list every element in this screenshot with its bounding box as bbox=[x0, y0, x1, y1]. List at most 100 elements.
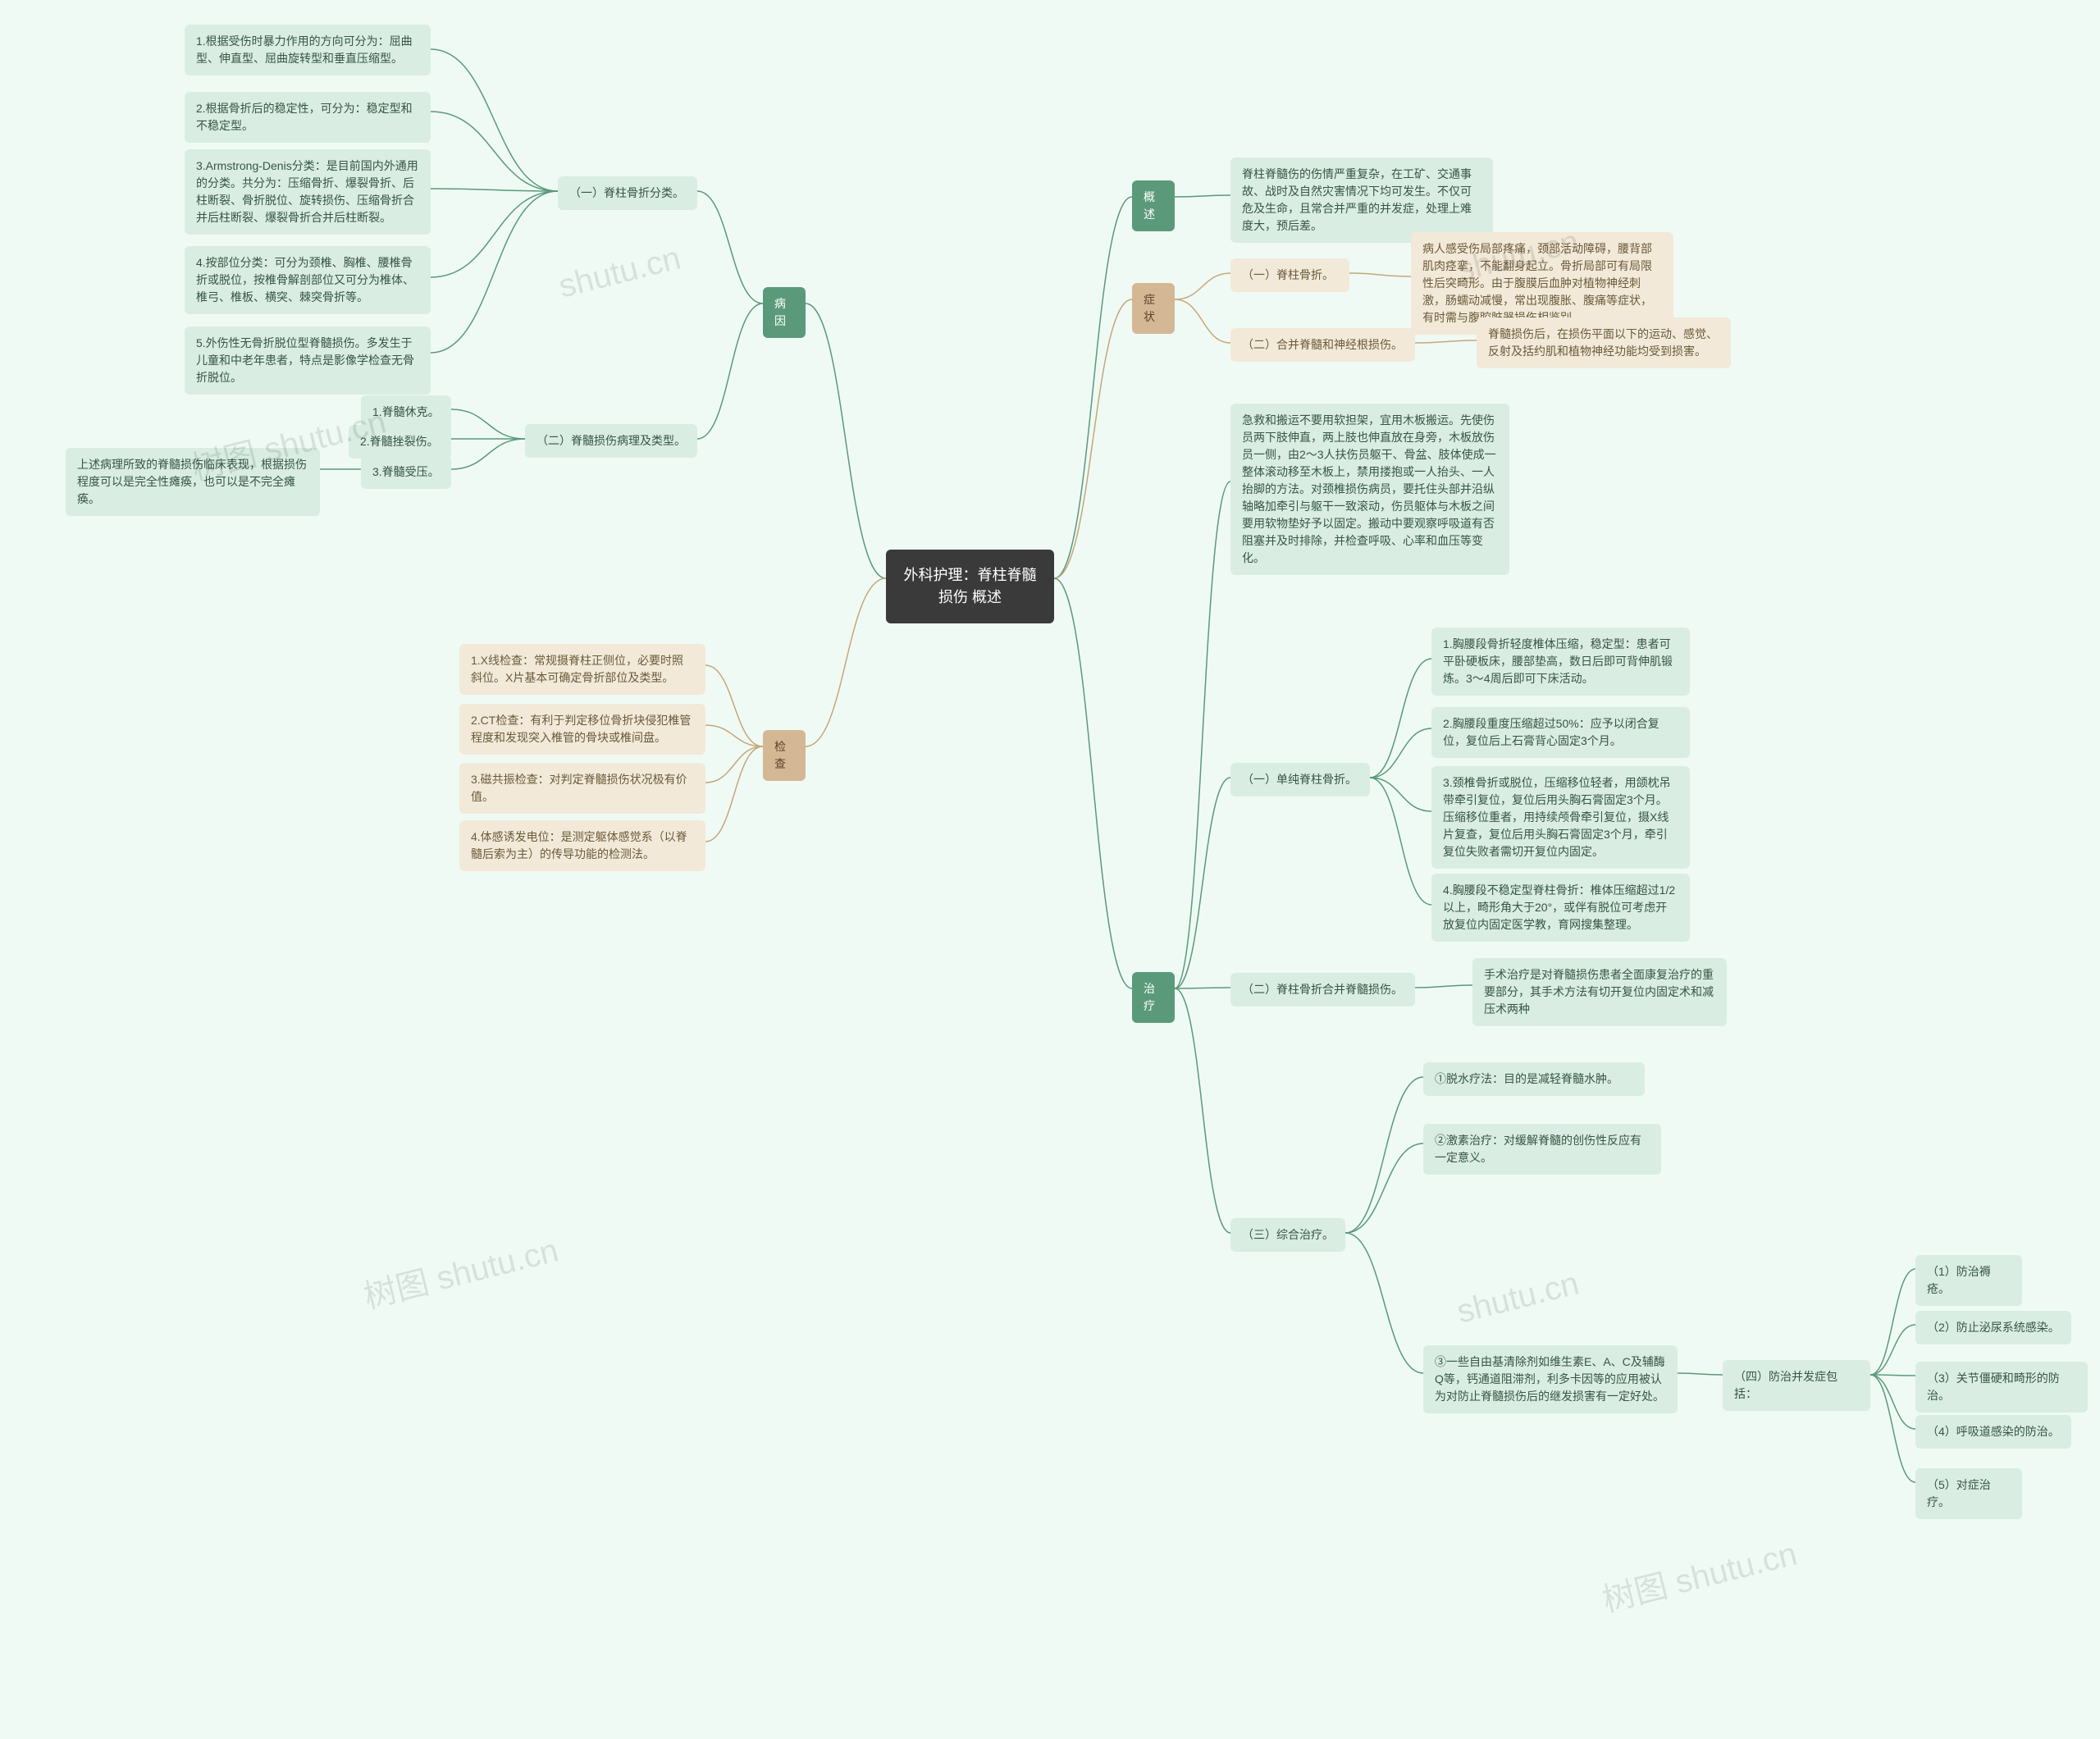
node-t4d: （4）呼吸道感染的防治。 bbox=[1915, 1415, 2071, 1449]
node-sy2d: 脊髓损伤后，在损伤平面以下的运动、感觉、反射及括约肌和植物神经功能均受到损害。 bbox=[1477, 317, 1731, 368]
connector bbox=[1345, 1233, 1423, 1373]
node-label: 5.外伤性无骨折脱位型脊髓损伤。多发生于儿童和中老年患者，特点是影像学检查无骨折… bbox=[196, 336, 414, 384]
node-t4b: （2）防止泌尿系统感染。 bbox=[1915, 1311, 2071, 1344]
node-label: （3）关节僵硬和畸形的防治。 bbox=[1927, 1372, 2060, 1402]
node-label: 2.根据骨折后的稳定性，可分为：稳定型和不稳定型。 bbox=[196, 102, 413, 132]
node-t0: 急救和搬运不要用软担架，宜用木板搬运。先使伤员两下肢伸直，两上肢也伸直放在身旁，… bbox=[1230, 404, 1509, 575]
connector bbox=[451, 409, 525, 439]
node-label: 1.X线检查：常规摄脊柱正侧位，必要时照斜位。X片基本可确定骨折部位及类型。 bbox=[471, 654, 683, 684]
connector bbox=[431, 191, 558, 277]
node-label: （一）单纯脊柱骨折。 bbox=[1242, 773, 1357, 786]
connector bbox=[1345, 1143, 1423, 1233]
connector bbox=[1870, 1375, 1915, 1429]
node-symptom: 症状 bbox=[1132, 283, 1175, 334]
node-label: 3.磁共振检查：对判定脊髓损伤状况极有价值。 bbox=[471, 773, 687, 803]
connector bbox=[1370, 778, 1431, 811]
node-t1a: 1.胸腰段骨折轻度椎体压缩，稳定型：患者可平卧硬板床，腰部垫高，数日后即可背伸肌… bbox=[1431, 628, 1690, 696]
node-label: 3.Armstrong-Denis分类：是目前国内外通用的分类。共分为：压缩骨折… bbox=[196, 159, 418, 224]
node-t4: （四）防治并发症包括： bbox=[1723, 1360, 1870, 1411]
node-c2c1: 上述病理所致的脊髓损伤临床表现，根据损伤程度可以是完全性瘫痪，也可以是不完全瘫痪… bbox=[66, 448, 320, 516]
node-t3a: ①脱水疗法：目的是减轻脊髓水肿。 bbox=[1423, 1062, 1645, 1096]
node-label: （2）防止泌尿系统感染。 bbox=[1927, 1321, 2060, 1334]
node-t4a: （1）防治褥疮。 bbox=[1915, 1255, 2022, 1306]
connector bbox=[806, 304, 886, 578]
connector bbox=[431, 189, 558, 191]
node-su1: 脊柱脊髓伤的伤情严重复杂，在工矿、交通事故、战时及自然灾害情况下均可发生。不仅可… bbox=[1230, 157, 1493, 243]
connector bbox=[806, 578, 886, 746]
node-label: 病因 bbox=[774, 297, 786, 327]
node-t2d: 手术治疗是对脊髓损伤患者全面康复治疗的重要部分，其手术方法有切开复位内固定术和减… bbox=[1472, 958, 1727, 1026]
node-label: ③一些自由基清除剂如维生素E、A、C及辅酶Q等，钙通道阻滞剂，利多卡因等的应用被… bbox=[1435, 1355, 1665, 1403]
connector bbox=[1678, 1373, 1723, 1375]
node-c2: （二）脊髓损伤病理及类型。 bbox=[525, 424, 697, 458]
node-t1: （一）单纯脊柱骨折。 bbox=[1230, 763, 1370, 796]
node-label: （一）脊柱骨折分类。 bbox=[569, 186, 684, 199]
connector bbox=[451, 439, 525, 469]
node-t1b: 2.胸腰段重度压缩超过50%：应予以闭合复位，复位后上石膏背心固定3个月。 bbox=[1431, 707, 1690, 758]
node-label: 检查 bbox=[774, 740, 786, 770]
node-label: 脊髓损伤后，在损伤平面以下的运动、感觉、反射及括约肌和植物神经功能均受到损害。 bbox=[1488, 327, 1718, 358]
connector bbox=[1175, 988, 1230, 1233]
connector bbox=[697, 304, 763, 439]
node-e3: 3.磁共振检查：对判定脊髓损伤状况极有价值。 bbox=[459, 763, 705, 814]
node-label: 4.胸腰段不稳定型脊柱骨折：椎体压缩超过1/2以上，畸形角大于20°，或伴有脱位… bbox=[1443, 883, 1675, 931]
node-c1e: 5.外伤性无骨折脱位型脊髓损伤。多发生于儿童和中老年患者，特点是影像学检查无骨折… bbox=[185, 326, 431, 395]
node-c2c: 3.脊髓受压。 bbox=[361, 455, 451, 489]
connector bbox=[1175, 778, 1230, 988]
node-label: 1.脊髓休克。 bbox=[372, 405, 440, 418]
node-c1d: 4.按部位分类：可分为颈椎、胸椎、腰椎骨折或脱位，按椎骨解剖部位又可分为椎体、椎… bbox=[185, 246, 431, 314]
connector bbox=[1870, 1375, 1915, 1482]
connector bbox=[705, 746, 763, 783]
connector bbox=[1054, 578, 1132, 988]
connector bbox=[1870, 1269, 1915, 1375]
node-label: 1.胸腰段骨折轻度椎体压缩，稳定型：患者可平卧硬板床，腰部垫高，数日后即可背伸肌… bbox=[1443, 637, 1673, 685]
connector bbox=[1175, 299, 1230, 343]
node-label: 急救和搬运不要用软担架，宜用木板搬运。先使伤员两下肢伸直，两上肢也伸直放在身旁，… bbox=[1242, 413, 1496, 564]
node-label: 2.胸腰段重度压缩超过50%：应予以闭合复位，复位后上石膏背心固定3个月。 bbox=[1443, 717, 1659, 747]
node-label: 脊柱脊髓伤的伤情严重复杂，在工矿、交通事故、战时及自然灾害情况下均可发生。不仅可… bbox=[1242, 167, 1472, 232]
node-label: （二）合并脊髓和神经根损伤。 bbox=[1242, 338, 1403, 351]
connector bbox=[431, 191, 558, 353]
node-label: 4.体感诱发电位：是测定躯体感觉系（以脊髓后索为主）的传导功能的检测法。 bbox=[471, 830, 687, 860]
node-label: （二）脊柱骨折合并脊髓损伤。 bbox=[1242, 983, 1403, 996]
watermark: 树图 shutu.cn bbox=[1597, 1527, 1801, 1622]
node-c1c: 3.Armstrong-Denis分类：是目前国内外通用的分类。共分为：压缩骨折… bbox=[185, 149, 431, 235]
node-label: ①脱水疗法：目的是减轻脊髓水肿。 bbox=[1435, 1072, 1618, 1085]
node-t2: （二）脊柱骨折合并脊髓损伤。 bbox=[1230, 973, 1415, 1006]
node-label: （4）呼吸道感染的防治。 bbox=[1927, 1425, 2060, 1438]
connector bbox=[1415, 340, 1477, 343]
connector bbox=[1054, 299, 1132, 578]
node-label: 病人感受伤局部疼痛，颈部活动障碍，腰背部肌肉痉挛，不能翻身起立。骨折局部可有局限… bbox=[1422, 242, 1652, 324]
connector bbox=[431, 49, 558, 191]
node-t4e: （5）对症治疗。 bbox=[1915, 1468, 2022, 1519]
connector bbox=[705, 746, 763, 842]
node-t3c: ③一些自由基清除剂如维生素E、A、C及辅酶Q等，钙通道阻滞剂，利多卡因等的应用被… bbox=[1423, 1345, 1678, 1413]
node-label: （四）防治并发症包括： bbox=[1734, 1370, 1838, 1400]
connector bbox=[1175, 273, 1230, 299]
connector bbox=[1349, 273, 1411, 276]
node-e2: 2.CT检查：有利于判定移位骨折块侵犯椎管程度和发现突入椎管的骨块或椎间盘。 bbox=[459, 704, 705, 755]
node-label: ②激素治疗：对缓解脊髓的创伤性反应有一定意义。 bbox=[1435, 1134, 1641, 1164]
node-t1d: 4.胸腰段不稳定型脊柱骨折：椎体压缩超过1/2以上，畸形角大于20°，或伴有脱位… bbox=[1431, 874, 1690, 942]
node-exam: 检查 bbox=[763, 730, 806, 781]
connector bbox=[1870, 1325, 1915, 1375]
node-treat: 治疗 bbox=[1132, 972, 1175, 1023]
node-label: （5）对症治疗。 bbox=[1927, 1478, 1991, 1509]
node-c1b: 2.根据骨折后的稳定性，可分为：稳定型和不稳定型。 bbox=[185, 92, 431, 143]
connector bbox=[1345, 1077, 1423, 1233]
node-label: （1）防治褥疮。 bbox=[1927, 1265, 1991, 1295]
node-label: 手术治疗是对脊髓损伤患者全面康复治疗的重要部分，其手术方法有切开复位内固定术和减… bbox=[1484, 968, 1714, 1016]
watermark: 树图 shutu.cn bbox=[358, 1224, 563, 1318]
node-t1c: 3.颈椎骨折或脱位，压缩移位轻者，用颌枕吊带牵引复位，复位后用头胸石膏固定3个月… bbox=[1431, 766, 1690, 869]
node-sy1: （一）脊柱骨折。 bbox=[1230, 258, 1349, 292]
watermark: shutu.cn bbox=[1454, 1265, 1583, 1330]
connector bbox=[1054, 197, 1132, 578]
node-summary: 概述 bbox=[1132, 180, 1175, 231]
node-c2a: 1.脊髓休克。 bbox=[361, 395, 451, 429]
node-e1: 1.X线检查：常规摄脊柱正侧位，必要时照斜位。X片基本可确定骨折部位及类型。 bbox=[459, 644, 705, 695]
connector bbox=[705, 725, 763, 746]
node-label: 3.脊髓受压。 bbox=[372, 465, 440, 478]
connector bbox=[1370, 778, 1431, 905]
connector bbox=[1370, 728, 1431, 778]
node-t4c: （3）关节僵硬和畸形的防治。 bbox=[1915, 1362, 2088, 1413]
